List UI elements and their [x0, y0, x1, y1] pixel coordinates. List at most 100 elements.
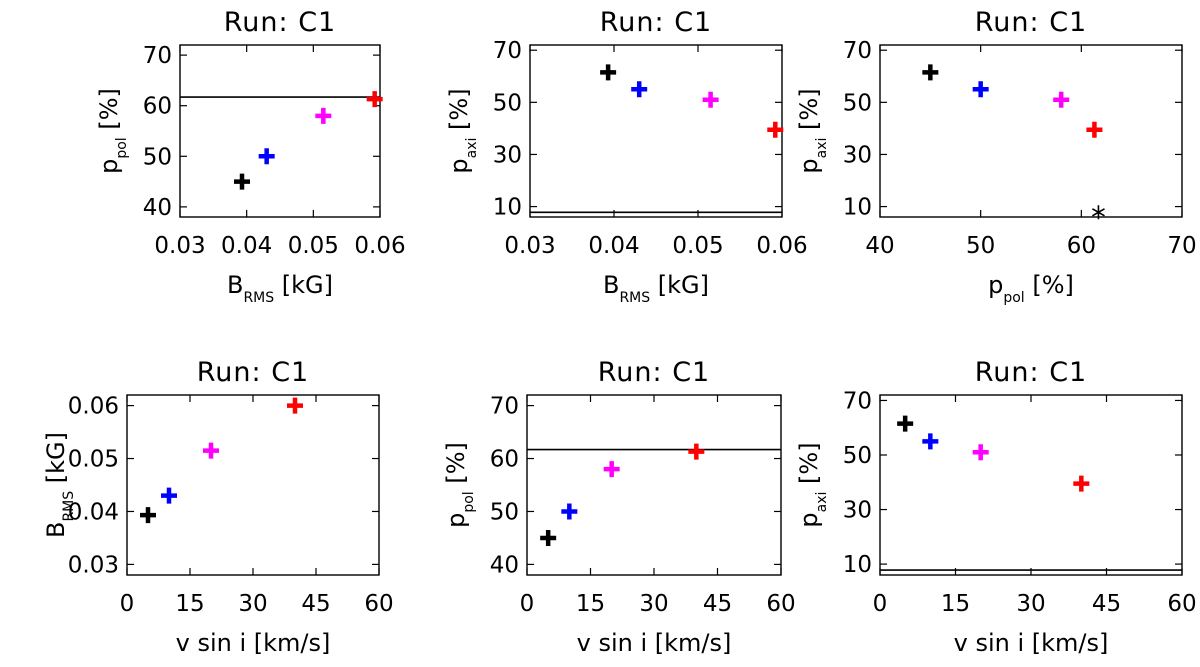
y-tick-label: 0.05 — [68, 447, 119, 473]
x-axis-label: BRMS [kG] — [227, 271, 333, 306]
x-tick-label: 40 — [865, 233, 894, 259]
x-tick-label: 0.05 — [288, 233, 339, 259]
y-tick-label: 40 — [143, 195, 172, 221]
data-point — [767, 121, 784, 138]
chart-panel-5: Run: C1 0 15 30 45 60 40 50 60 70 v sin i [km/s] pp… — [442, 357, 796, 657]
x-tick-label: 30 — [1016, 591, 1045, 617]
y-axis-label-unit: [%] — [445, 88, 473, 137]
x-axis-label-unit: [kG] — [650, 271, 709, 299]
x-axis-label: ppol [%] — [988, 271, 1074, 306]
x-tick-label: 0.05 — [672, 233, 723, 259]
y-tick-label: 50 — [493, 90, 522, 116]
y-tick-label: 50 — [143, 144, 172, 170]
x-tick-label: 15 — [941, 591, 970, 617]
x-tick-label: 15 — [576, 591, 605, 617]
y-axis-label-sub: axi — [814, 138, 830, 159]
y-axis-label: BRMS [kG] — [42, 432, 77, 538]
y-tick-label: 0.04 — [68, 499, 119, 525]
x-tick-label: 45 — [703, 591, 732, 617]
y-tick-label: 60 — [490, 447, 519, 473]
x-axis-label-main: v sin i [km/s] — [577, 629, 732, 657]
y-axis-label-unit: [%] — [442, 442, 470, 491]
y-axis-label-main: p — [795, 158, 823, 173]
data-point — [540, 529, 557, 546]
chart-title: Run: C1 — [600, 7, 712, 38]
data-point — [702, 91, 719, 108]
reference-point-marker — [1091, 205, 1105, 220]
data-point — [922, 64, 939, 81]
y-tick-label: 30 — [843, 142, 872, 168]
chart-title: Run: C1 — [197, 357, 309, 388]
x-tick-label: 30 — [639, 591, 668, 617]
x-tick-label: 0.04 — [221, 233, 272, 259]
x-tick-label: 50 — [966, 233, 995, 259]
x-axis-label-main: v sin i [km/s] — [954, 629, 1109, 657]
y-axis-label: ppol [%] — [95, 88, 130, 174]
y-tick-label: 60 — [143, 94, 172, 120]
x-tick-label: 0 — [120, 591, 135, 617]
y-axis-label-main: p — [442, 513, 470, 528]
plot-frame — [879, 394, 1183, 576]
data-point — [140, 507, 156, 524]
x-axis-label-main: v sin i [km/s] — [176, 629, 331, 657]
y-axis-label: paxi [%] — [795, 88, 830, 173]
chart-panel-2: Run: C1 0.03 0.04 0.05 0.06 10 30 50 70 BRMS [kG]… — [445, 7, 808, 306]
y-axis-label-main: p — [95, 159, 123, 174]
y-axis-label: paxi [%] — [795, 442, 830, 527]
x-axis-label-main: B — [603, 271, 619, 299]
data-point — [1086, 121, 1103, 138]
chart-title: Run: C1 — [975, 357, 1087, 388]
data-point — [258, 148, 275, 165]
x-axis-label: BRMS [kG] — [603, 271, 709, 306]
chart-panel-1: Run: C1 0.03 0.04 0.05 0.06 40 50 60 70 BRMS [kG]… — [95, 7, 406, 306]
x-axis-label-sub: RMS — [619, 290, 650, 306]
chart-title: Run: C1 — [224, 7, 336, 38]
x-tick-label: 60 — [364, 591, 393, 617]
data-point — [922, 433, 939, 450]
x-axis-label: v sin i [km/s] — [954, 629, 1109, 657]
plot-frame — [526, 394, 782, 576]
chart-title: Run: C1 — [975, 7, 1087, 38]
y-tick-label: 50 — [843, 90, 872, 116]
x-tick-label: 45 — [1092, 591, 1121, 617]
y-axis-label: ppol [%] — [442, 442, 477, 528]
data-point — [315, 107, 332, 124]
x-tick-label: 0 — [520, 591, 535, 617]
y-tick-label: 10 — [843, 552, 872, 578]
x-axis-label-main: B — [227, 271, 243, 299]
y-axis-label-sub: pol — [114, 137, 130, 158]
x-axis-label: v sin i [km/s] — [577, 629, 732, 657]
y-axis-label-sub: RMS — [61, 491, 77, 522]
y-axis-label-unit: [kG] — [42, 432, 70, 491]
x-axis-label: v sin i [km/s] — [176, 629, 331, 657]
x-axis-label-sub: RMS — [243, 290, 274, 306]
y-tick-label: 30 — [493, 142, 522, 168]
y-tick-label: 50 — [490, 499, 519, 525]
x-tick-label: 60 — [766, 591, 795, 617]
y-axis-label-unit: [%] — [795, 442, 823, 491]
y-tick-label: 10 — [843, 195, 872, 221]
y-tick-label: 70 — [843, 388, 872, 414]
chart-panel-4: Run: C1 0 15 30 45 60 0.03 0.04 0.05 0.06 v sin i … — [42, 357, 394, 657]
data-point — [972, 81, 989, 98]
y-axis-label-unit: [%] — [95, 88, 123, 137]
x-tick-label: 0.04 — [588, 233, 639, 259]
y-tick-label: 50 — [843, 443, 872, 469]
plot-frame — [529, 44, 783, 218]
data-point — [366, 91, 383, 108]
x-tick-label: 45 — [301, 591, 330, 617]
chart-title: Run: C1 — [598, 357, 710, 388]
y-axis-label-unit: [%] — [795, 88, 823, 137]
y-axis-label: paxi [%] — [445, 88, 480, 173]
y-tick-label: 30 — [843, 498, 872, 524]
y-axis-label-main: p — [445, 158, 473, 173]
data-point — [631, 81, 648, 98]
plot-frame — [126, 394, 380, 576]
data-point — [972, 444, 989, 461]
y-tick-label: 0.03 — [68, 552, 119, 578]
y-axis-label-sub: axi — [814, 492, 830, 513]
x-axis-label-sub: pol — [1003, 290, 1024, 306]
plot-frame — [179, 44, 381, 218]
